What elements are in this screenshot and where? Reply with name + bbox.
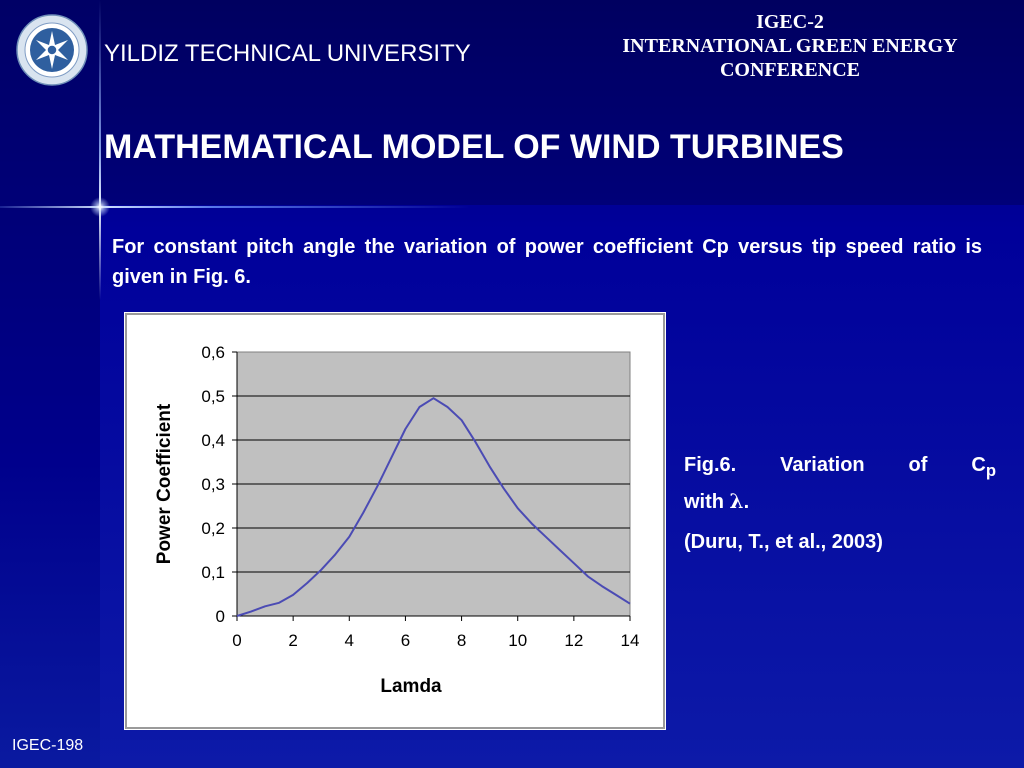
university-name: YILDIZ TECHNICAL UNIVERSITY <box>104 40 471 67</box>
y-tick-label: 0,1 <box>201 563 225 582</box>
vertical-light-line <box>99 0 101 300</box>
header-band <box>0 0 1024 205</box>
caption-period: . <box>743 491 750 513</box>
y-axis-label: Power Coefficient <box>154 403 175 564</box>
x-axis-label: Lamda <box>380 676 442 697</box>
y-tick-label: 0,4 <box>201 431 225 450</box>
slide-title: MATHEMATICAL MODEL OF WIND TURBINES <box>104 128 844 166</box>
caption-prefix: Fig.6. Variation of C <box>684 454 986 476</box>
y-tick-label: 0,3 <box>201 475 225 494</box>
figure-border <box>125 313 665 729</box>
caption-with: with <box>684 491 730 513</box>
y-tick-label: 0,2 <box>201 519 225 538</box>
x-tick-label: 14 <box>621 631 640 650</box>
cp-curve-line <box>236 397 631 617</box>
caption-subscript: p <box>985 461 996 480</box>
y-tick-label: 0 <box>216 607 225 626</box>
lambda-symbol: λ <box>729 489 744 513</box>
caption-line-2: with λ. <box>684 486 996 517</box>
slide-footer-label: IGEC-198 <box>12 737 84 754</box>
x-tick-label: 8 <box>457 631 466 650</box>
x-tick-label: 12 <box>564 631 583 650</box>
caption-line-1: Fig.6. Variation of Cp <box>684 450 996 486</box>
citation: (Duru, T., et al., 2003) <box>684 531 883 553</box>
conference-line-2: INTERNATIONAL GREEN ENERGY <box>622 35 958 57</box>
left-bar <box>0 0 100 768</box>
power-coefficient-chart: 0 0,1 0,2 0,3 0,4 0,5 0,6 0 2 4 6 8 10 12 14 Lamda Pow… <box>125 313 665 729</box>
x-tick-label: 6 <box>401 631 410 650</box>
figure-caption: Fig.6. Variation of Cp with λ. (Duru, T.… <box>684 450 996 557</box>
x-tick-label: 0 <box>232 631 241 650</box>
horizontal-light-line <box>0 206 470 208</box>
intro-paragraph: For constant pitch angle the variation o… <box>112 236 982 288</box>
y-tick-label: 0,6 <box>201 343 225 362</box>
conference-line-1: IGEC-2 <box>756 11 824 33</box>
university-seal-logo <box>16 14 88 86</box>
x-tick-label: 2 <box>288 631 297 650</box>
conference-title: IGEC-2 INTERNATIONAL GREEN ENERGY CONFER… <box>560 10 1020 82</box>
y-tick-label: 0,5 <box>201 387 225 406</box>
conference-line-3: CONFERENCE <box>719 59 860 81</box>
light-flare <box>90 197 110 217</box>
x-tick-label: 4 <box>345 631 354 650</box>
figure-frame: 0 0,1 0,2 0,3 0,4 0,5 0,6 0 2 4 6 8 10 12 14 Lamda Pow… <box>124 312 666 730</box>
x-tick-label: 10 <box>508 631 527 650</box>
